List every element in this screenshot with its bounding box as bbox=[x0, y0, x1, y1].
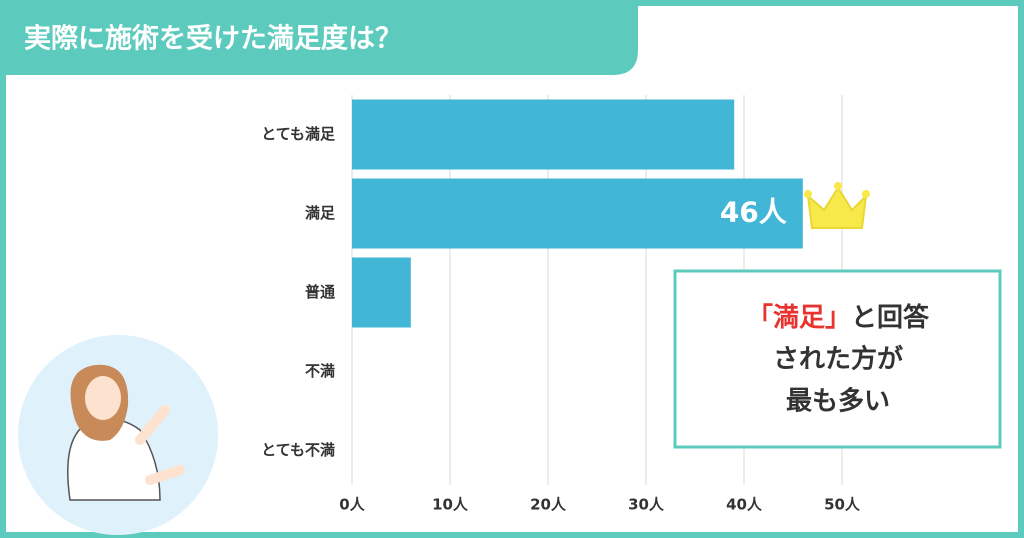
title-tab bbox=[0, 0, 638, 75]
annotation-text: と回答 bbox=[851, 302, 930, 333]
x-tick-label: 40人 bbox=[726, 496, 763, 514]
y-tick-label: とても不満 bbox=[261, 441, 335, 459]
y-tick-label: 不満 bbox=[305, 362, 335, 380]
chart-title: 実際に施術を受けた満足度は？ bbox=[24, 23, 402, 55]
y-tick-label: 普通 bbox=[305, 283, 335, 301]
annotation-text: 最も多い bbox=[786, 387, 890, 417]
bar bbox=[352, 178, 803, 249]
bar bbox=[352, 257, 411, 328]
x-tick-label: 0人 bbox=[339, 496, 365, 514]
value-label: 46人 bbox=[720, 196, 787, 229]
x-tick-label: 10人 bbox=[432, 496, 469, 514]
bar bbox=[352, 99, 735, 170]
y-tick-label: 満足 bbox=[305, 204, 336, 222]
x-tick-label: 50人 bbox=[824, 496, 861, 514]
illustration bbox=[18, 335, 218, 535]
crown-icon bbox=[804, 182, 870, 229]
annotation-text: された方が bbox=[773, 344, 903, 375]
annotation-box bbox=[673, 269, 1002, 449]
y-tick-label: とても満足 bbox=[261, 125, 336, 143]
x-tick-label: 30人 bbox=[628, 496, 665, 514]
x-tick-label: 20人 bbox=[530, 496, 567, 514]
annotation-highlight: 「満足」 bbox=[747, 302, 851, 333]
annotation-line: 「満足」と回答 bbox=[747, 302, 930, 333]
